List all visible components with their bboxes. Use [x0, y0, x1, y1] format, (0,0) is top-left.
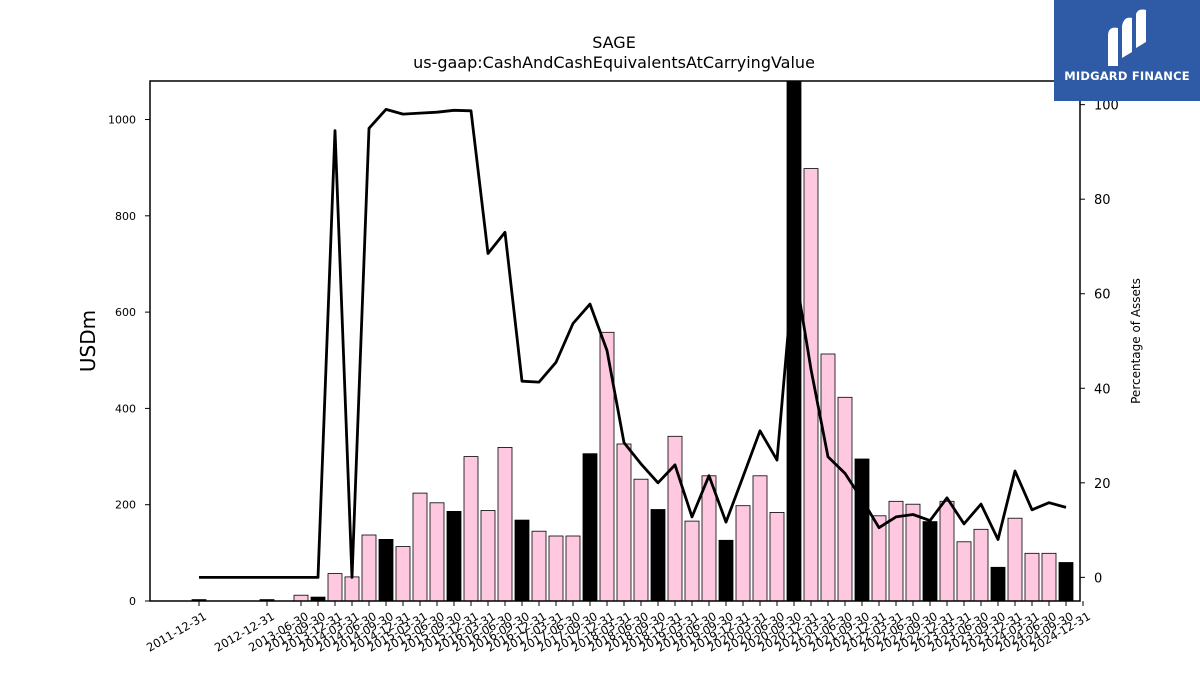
bar-2023-09-30: [990, 566, 1006, 602]
bar-2015-12-31: [463, 456, 479, 602]
bar-2017-06-30: [565, 535, 581, 602]
y2-tick-label: 0: [1094, 571, 1102, 586]
line-series: [199, 108, 1067, 579]
y-tick-label: 800: [115, 210, 136, 223]
y-axis-left: 0 200 400 600 800 1000: [108, 114, 150, 608]
bar-2023-03-31: [956, 541, 972, 602]
bar-2023-06-30: [973, 528, 989, 602]
bar-2016-12-31: [531, 530, 547, 602]
bar-2022-12-31: [939, 500, 955, 602]
y2-tick-label: 60: [1094, 288, 1111, 303]
bar-2013-12-31: [327, 573, 343, 602]
bar-2017-03-31: [548, 535, 564, 602]
bar-2019-03-31: [684, 520, 700, 602]
bar-series: [191, 80, 1074, 602]
x-tick-label: 2011-12-31: [144, 609, 209, 655]
percentage-line: [199, 108, 1067, 579]
bar-2022-09-30: [922, 521, 938, 602]
y2-tick-label: 40: [1094, 382, 1111, 397]
bar-2014-03-31: [344, 576, 360, 602]
y-tick-label: 400: [115, 402, 136, 415]
y-tick-label: 200: [115, 499, 136, 512]
bar-2021-09-30: [854, 458, 870, 602]
bar-2014-06-30: [361, 534, 377, 602]
logo-text: MIDGARD FINANCE: [1064, 69, 1190, 83]
chart-subtitle: us-gaap:CashAndCashEquivalentsAtCarrying…: [413, 53, 815, 72]
bar-2024-06-30: [1041, 552, 1057, 602]
y-tick-label: 1000: [108, 114, 136, 127]
bar-2022-06-30: [905, 503, 921, 602]
bar-2021-03-31: [820, 353, 836, 602]
bar-2016-06-30: [497, 446, 513, 602]
y2-axis-label: Percentage of Assets: [1129, 278, 1143, 404]
bar-2013-06-30: [293, 594, 309, 602]
x-axis: 2011-12-31 2012-12-312013-06-302013-09-30…: [144, 601, 1093, 655]
bar-2015-09-30: [446, 510, 462, 602]
y-axis-label: USDm: [76, 310, 100, 372]
bar-2020-06-30: [769, 512, 785, 602]
bar-2020-09-30: [786, 80, 802, 602]
bar-2014-09-30: [378, 539, 394, 602]
bar-2021-06-30: [837, 396, 853, 602]
bar-2018-06-30: [633, 478, 649, 602]
midgard-finance-logo: MIDGARD FINANCE: [1054, 0, 1200, 101]
y-axis-right: 0 20 40 60 80 100: [1080, 99, 1119, 586]
y-tick-label: 0: [129, 595, 136, 608]
y2-tick-label: 20: [1094, 477, 1111, 492]
bar-2015-03-31: [412, 492, 428, 602]
bar-2020-12-31: [803, 168, 819, 602]
bar-2018-03-31: [616, 443, 632, 602]
bar-2019-12-31: [735, 505, 751, 602]
bar-2016-09-30: [514, 519, 530, 602]
bar-2020-03-31: [752, 475, 768, 602]
bar-2024-03-31: [1024, 552, 1040, 602]
chart-title: SAGE: [592, 33, 636, 52]
bar-2018-09-30: [650, 509, 666, 602]
y2-tick-label: 80: [1094, 193, 1111, 208]
bar-2015-06-30: [429, 502, 445, 602]
midgard-logo-icon: [1108, 9, 1146, 66]
bar-2023-12-31: [1007, 517, 1023, 602]
bar-2018-12-31: [667, 435, 683, 602]
bar-2024-09-30: [1058, 562, 1074, 602]
bar-2017-09-30: [582, 453, 598, 602]
plot-frame: [149, 80, 1081, 602]
bar-2014-12-31: [395, 546, 411, 602]
bar-2019-06-30: [701, 475, 717, 602]
y2-tick-label: 100: [1094, 99, 1119, 114]
bar-2019-09-30: [718, 539, 734, 602]
y-tick-label: 600: [115, 306, 136, 319]
bar-2016-03-31: [480, 510, 496, 602]
